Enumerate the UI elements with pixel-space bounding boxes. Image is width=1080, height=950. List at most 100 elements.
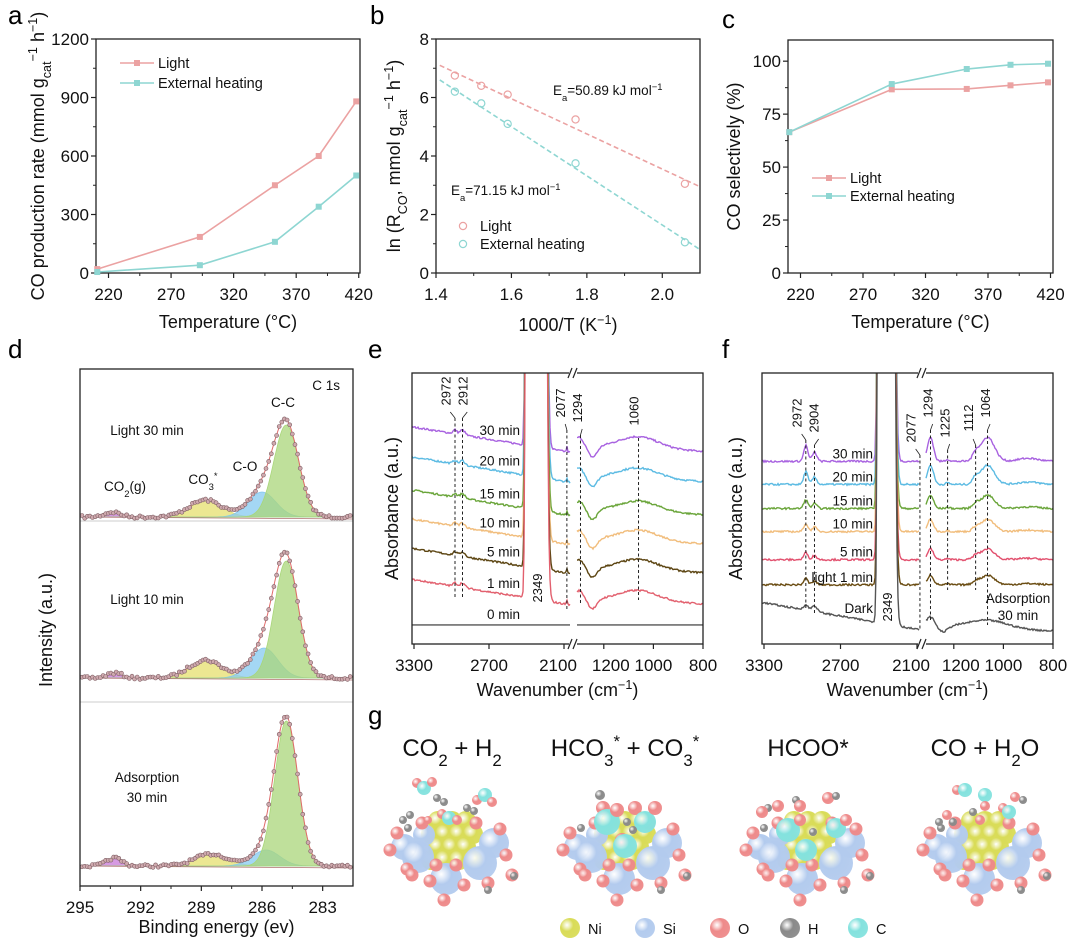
x-tick-label: 270 (849, 285, 877, 304)
atom-h (577, 824, 585, 832)
data-point (680, 179, 690, 188)
x-tick-label: 2700 (822, 656, 860, 675)
data-point (266, 607, 272, 612)
stage-title: HCO3* + CO3* (551, 732, 700, 770)
atom-o (980, 801, 990, 811)
legend-item: Light (458, 219, 511, 235)
atom-o (942, 810, 952, 820)
atom-o (916, 843, 930, 857)
axis-break-mark (921, 638, 927, 650)
data-point (129, 673, 135, 679)
x-axis-label: Wavenumber (cm−1) (827, 678, 989, 700)
x-tick-label: 1200 (942, 656, 980, 675)
data-point (308, 499, 314, 505)
time-label: 20 min (832, 469, 873, 484)
data-point (313, 508, 319, 514)
x-axis-label: 1000/T (K−1) (518, 313, 617, 335)
cluster-model (739, 792, 875, 907)
axis-break-mark (572, 638, 578, 650)
legend-swatch (710, 918, 730, 938)
atom-c (795, 839, 817, 861)
atom-h (949, 818, 957, 826)
spectrum-line (925, 493, 1053, 511)
activation-energy-light-part: E (553, 83, 562, 98)
data-point (311, 854, 316, 860)
spectrum-15-min (412, 373, 703, 521)
spectrum-10-min (412, 373, 703, 551)
legend-label: C (876, 922, 886, 938)
y-tick-label: 300 (61, 206, 89, 225)
panel-d: d Light 30 min Light 10 min Adsorption 30 mi… (8, 334, 354, 937)
data-point (295, 599, 300, 604)
x-tick-label: 1.8 (575, 285, 599, 304)
data-point (250, 651, 256, 657)
x-axis-label-part: Wavenumber (cm (477, 680, 618, 700)
data-point (274, 433, 279, 438)
spectrum-label: Light 30 min (110, 423, 184, 438)
data-point (179, 509, 185, 515)
component-label-part: CO (104, 479, 124, 494)
atom-o (427, 777, 437, 787)
spectrum-line (762, 373, 920, 631)
atom-o (938, 868, 952, 882)
x-tick-label: 289 (187, 898, 215, 917)
legend-swatch (560, 918, 580, 938)
data-point (315, 203, 322, 210)
atom-h (1017, 886, 1025, 894)
atom-o (849, 822, 863, 836)
panel-a: a 220 270 320 370 420 0 300 600 900 1200 Light Exter… (8, 0, 373, 332)
atom-h (463, 804, 471, 812)
axes-frame (787, 39, 1054, 274)
data-point (245, 661, 250, 666)
activation-energy-light-part: =50.89 kJ mol (567, 83, 651, 98)
atom-c (417, 781, 431, 795)
x-axis-label-part: Wavenumber (cm (827, 680, 968, 700)
data-point (450, 87, 460, 96)
component-label-part: C-O (233, 459, 258, 474)
atom-o (602, 858, 616, 872)
peak-marker-label: 1064 (978, 389, 993, 418)
y-axis-label: Absorbance (a.u.) (726, 437, 746, 580)
x-axis-label-part: 1000/T (K (518, 315, 597, 335)
atom-o (794, 800, 806, 812)
y-tick-label: 0 (80, 264, 89, 283)
atom-o (452, 815, 462, 825)
x-tick-label: 320 (219, 285, 247, 304)
y-axis-label-part: −1 (382, 66, 396, 80)
atom-o (837, 876, 851, 890)
atom-o (622, 858, 636, 872)
data-point (477, 81, 486, 91)
atom-si (946, 824, 968, 846)
co2-band-label: 2349 (530, 574, 545, 603)
data-point (353, 98, 360, 105)
data-point (1007, 61, 1014, 68)
atom-o (1032, 848, 1046, 862)
spectrum-line (577, 466, 703, 488)
stage-title-part: 2 (492, 751, 501, 770)
stage-title: HCOO* (767, 735, 848, 762)
peak-marker-leader (814, 438, 819, 446)
atom-h (809, 828, 817, 836)
component-label-part: * (214, 471, 218, 482)
atom-h (629, 826, 637, 834)
spectrum-line (925, 518, 1053, 534)
x-tick-label: 1.6 (500, 285, 524, 304)
data-point (174, 673, 179, 678)
y-tick-label: 1200 (51, 30, 89, 49)
atom-o (648, 801, 662, 815)
data-point (108, 857, 114, 863)
x-tick-label: 220 (786, 285, 814, 304)
series-line (788, 81, 1049, 133)
atom-c (634, 811, 656, 833)
x-tick-label: 370 (974, 285, 1002, 304)
cluster-model (916, 783, 1052, 907)
peak-marker-leader (462, 411, 468, 419)
spectrum-line (762, 373, 920, 562)
data-point (287, 558, 293, 564)
x-tick-label: 1.4 (424, 285, 448, 304)
atom-o (493, 822, 507, 836)
panel-letter: f (722, 334, 730, 364)
data-point (271, 440, 277, 446)
peak-marker-leader (801, 433, 807, 441)
activation-energy-heating-part: −1 (550, 182, 561, 193)
